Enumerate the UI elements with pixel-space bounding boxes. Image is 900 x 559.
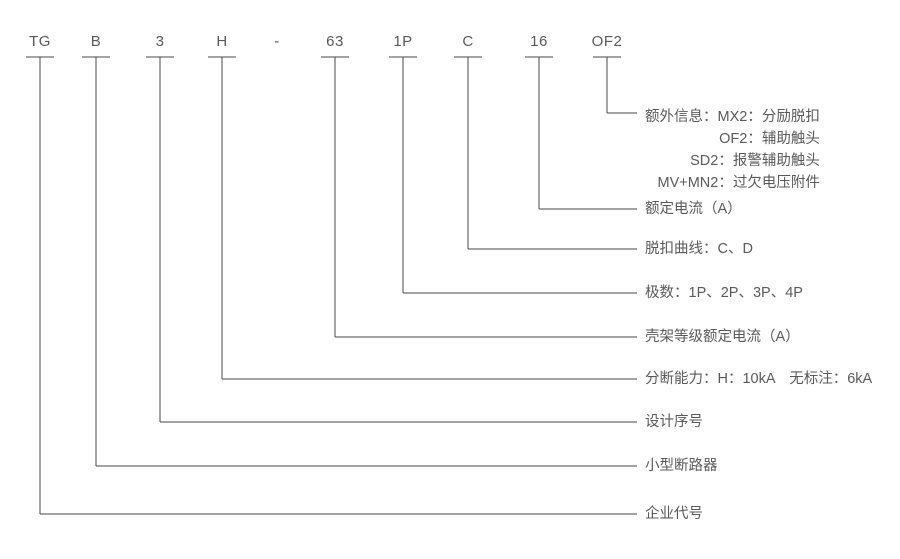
code-token-3: 3 [155,33,165,50]
description-trip-curve: 脱扣曲线：C、D [645,241,753,257]
code-token-tg: TG [29,33,51,50]
code-token-16: 16 [530,33,548,50]
description-enterprise-code: 企业代号 [645,506,703,522]
description-line: 额外信息：MX2：分励脱扣 [645,109,820,125]
description-line: OF2：辅助触头 [719,131,820,147]
description-miniature-circuit-breaker: 小型断路器 [645,458,718,474]
description-frame-rated-current: 壳架等级额定电流（A） [645,329,800,345]
description-pole-number: 极数：1P、2P、3P、4P [645,285,803,301]
code-token-b: B [90,33,102,50]
description-line: MV+MN2：过欠电压附件 [657,175,820,191]
code-token-h: H [216,33,228,50]
description-design-serial: 设计序号 [645,414,703,430]
code-token-1p: 1P [393,33,413,50]
code-token-63: 63 [326,33,344,50]
code-token-separator: - [274,33,280,50]
description-breaking-capacity: 分断能力：H：10kA 无标注：6kA [645,371,873,387]
description-line: SD2：报警辅助触头 [690,153,820,169]
code-token-c: C [462,33,474,50]
description-rated-current: 额定电流（A） [645,201,742,217]
code-token-of2: OF2 [591,33,623,50]
description-extra-info: 额外信息：MX2：分励脱扣 OF2：辅助触头 SD2：报警辅助触头 MV+MN2：过欠… [645,106,820,194]
